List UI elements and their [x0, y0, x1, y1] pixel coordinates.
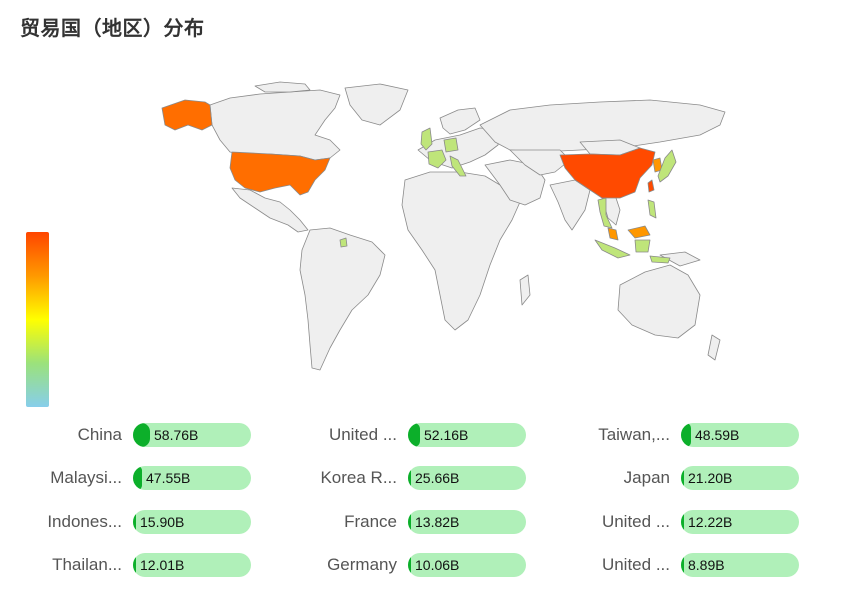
bar-value-label: 52.16B [424, 427, 469, 443]
world-map [161, 81, 726, 371]
bar-track: 12.01B [133, 553, 251, 577]
bar-track: 48.59B [681, 423, 799, 447]
bar-fill [408, 423, 420, 447]
map-africa [401, 171, 521, 331]
map-caribbean [339, 237, 348, 248]
bar-item: France 13.82B [0, 509, 855, 535]
map-china [559, 147, 656, 199]
bar-category-label: Malaysi... [50, 468, 122, 487]
bar-value-label: 10.06B [415, 557, 460, 573]
bar-item: United ... 12.22B [0, 509, 855, 535]
bar-item: Malaysi... 47.55B [0, 465, 855, 491]
color-legend-bar [26, 232, 49, 407]
bar-fill [133, 423, 150, 447]
bar-fill [133, 466, 142, 490]
bar-item: Korea R... 25.66B [0, 465, 855, 491]
map-mexico [231, 187, 309, 233]
bar-fill [681, 466, 684, 490]
bar-fill [681, 423, 691, 447]
map-scandinavia [439, 107, 481, 135]
map-india [549, 179, 591, 231]
bar-track: 58.76B [133, 423, 251, 447]
bar-item: Indones... 15.90B [0, 509, 855, 535]
bar-category-label: France [344, 512, 397, 531]
bar-fill [133, 553, 136, 577]
map-canada [209, 89, 341, 161]
bar-category-label: United ... [328, 425, 397, 444]
bar-category-label: Germany [327, 555, 397, 574]
bar-value-label: 58.76B [154, 427, 199, 443]
map-malaysia [607, 225, 651, 241]
bar-category-label: Thailan... [52, 555, 122, 574]
map-indonesia [594, 239, 671, 264]
page-title: 贸易国（地区）分布 [20, 18, 205, 40]
bar-category-label: Taiwan,... [598, 425, 670, 444]
map-indonesia-east [659, 251, 701, 267]
bar-fill [133, 510, 136, 534]
bar-category-label: Japan [623, 468, 670, 487]
bar-fill [408, 553, 411, 577]
map-united-kingdom [420, 127, 433, 151]
bar-value-label: 48.59B [695, 427, 740, 443]
bar-category-label: United ... [601, 512, 670, 531]
bar-track: 15.90B [133, 510, 251, 534]
bar-track: 25.66B [408, 466, 526, 490]
bar-item: United ... 52.16B [0, 422, 855, 448]
bar-fill [681, 553, 684, 577]
map-italy [449, 155, 467, 177]
bar-value-label: 8.89B [688, 557, 725, 573]
map-middle-east [484, 159, 546, 206]
bar-item: China 58.76B [0, 422, 855, 448]
bar-item: Thailan... 12.01B [0, 552, 855, 578]
map-madagascar [519, 274, 531, 306]
bar-value-label: 12.22B [688, 514, 733, 530]
bar-track: 12.22B [681, 510, 799, 534]
map-new-zealand [707, 334, 721, 361]
bar-track: 13.82B [408, 510, 526, 534]
map-germany [443, 137, 459, 153]
map-greenland [344, 83, 409, 126]
bar-fill [408, 510, 411, 534]
bar-fill [681, 510, 684, 534]
map-philippines [647, 199, 657, 219]
bar-category-label: Indones... [47, 512, 122, 531]
bar-fill [408, 466, 411, 490]
bar-value-label: 47.55B [146, 470, 191, 486]
bar-value-label: 13.82B [415, 514, 460, 530]
bar-category-label: Korea R... [320, 468, 397, 487]
bar-track: 8.89B [681, 553, 799, 577]
map-thailand [597, 197, 613, 229]
bar-value-label: 25.66B [415, 470, 460, 486]
map-australia [617, 264, 701, 339]
map-arctic-islands [254, 81, 311, 93]
bar-track: 10.06B [408, 553, 526, 577]
bar-category-label: United ... [601, 555, 670, 574]
map-japan [657, 149, 677, 183]
map-france [427, 149, 447, 169]
bar-track: 21.20B [681, 466, 799, 490]
map-united-states [229, 151, 331, 196]
bar-value-label: 12.01B [140, 557, 185, 573]
bar-item: Taiwan,... 48.59B [0, 422, 855, 448]
bar-track: 47.55B [133, 466, 251, 490]
bar-item: Japan 21.20B [0, 465, 855, 491]
map-central-asia [509, 149, 571, 176]
bar-category-label: China [77, 425, 122, 444]
map-alaska [161, 99, 213, 131]
bar-value-label: 15.90B [140, 514, 185, 530]
bar-item: United ... 8.89B [0, 552, 855, 578]
map-taiwan [647, 179, 655, 193]
bar-item: Germany 10.06B [0, 552, 855, 578]
map-south-america [299, 227, 386, 371]
bar-value-label: 21.20B [688, 470, 733, 486]
bar-track: 52.16B [408, 423, 526, 447]
